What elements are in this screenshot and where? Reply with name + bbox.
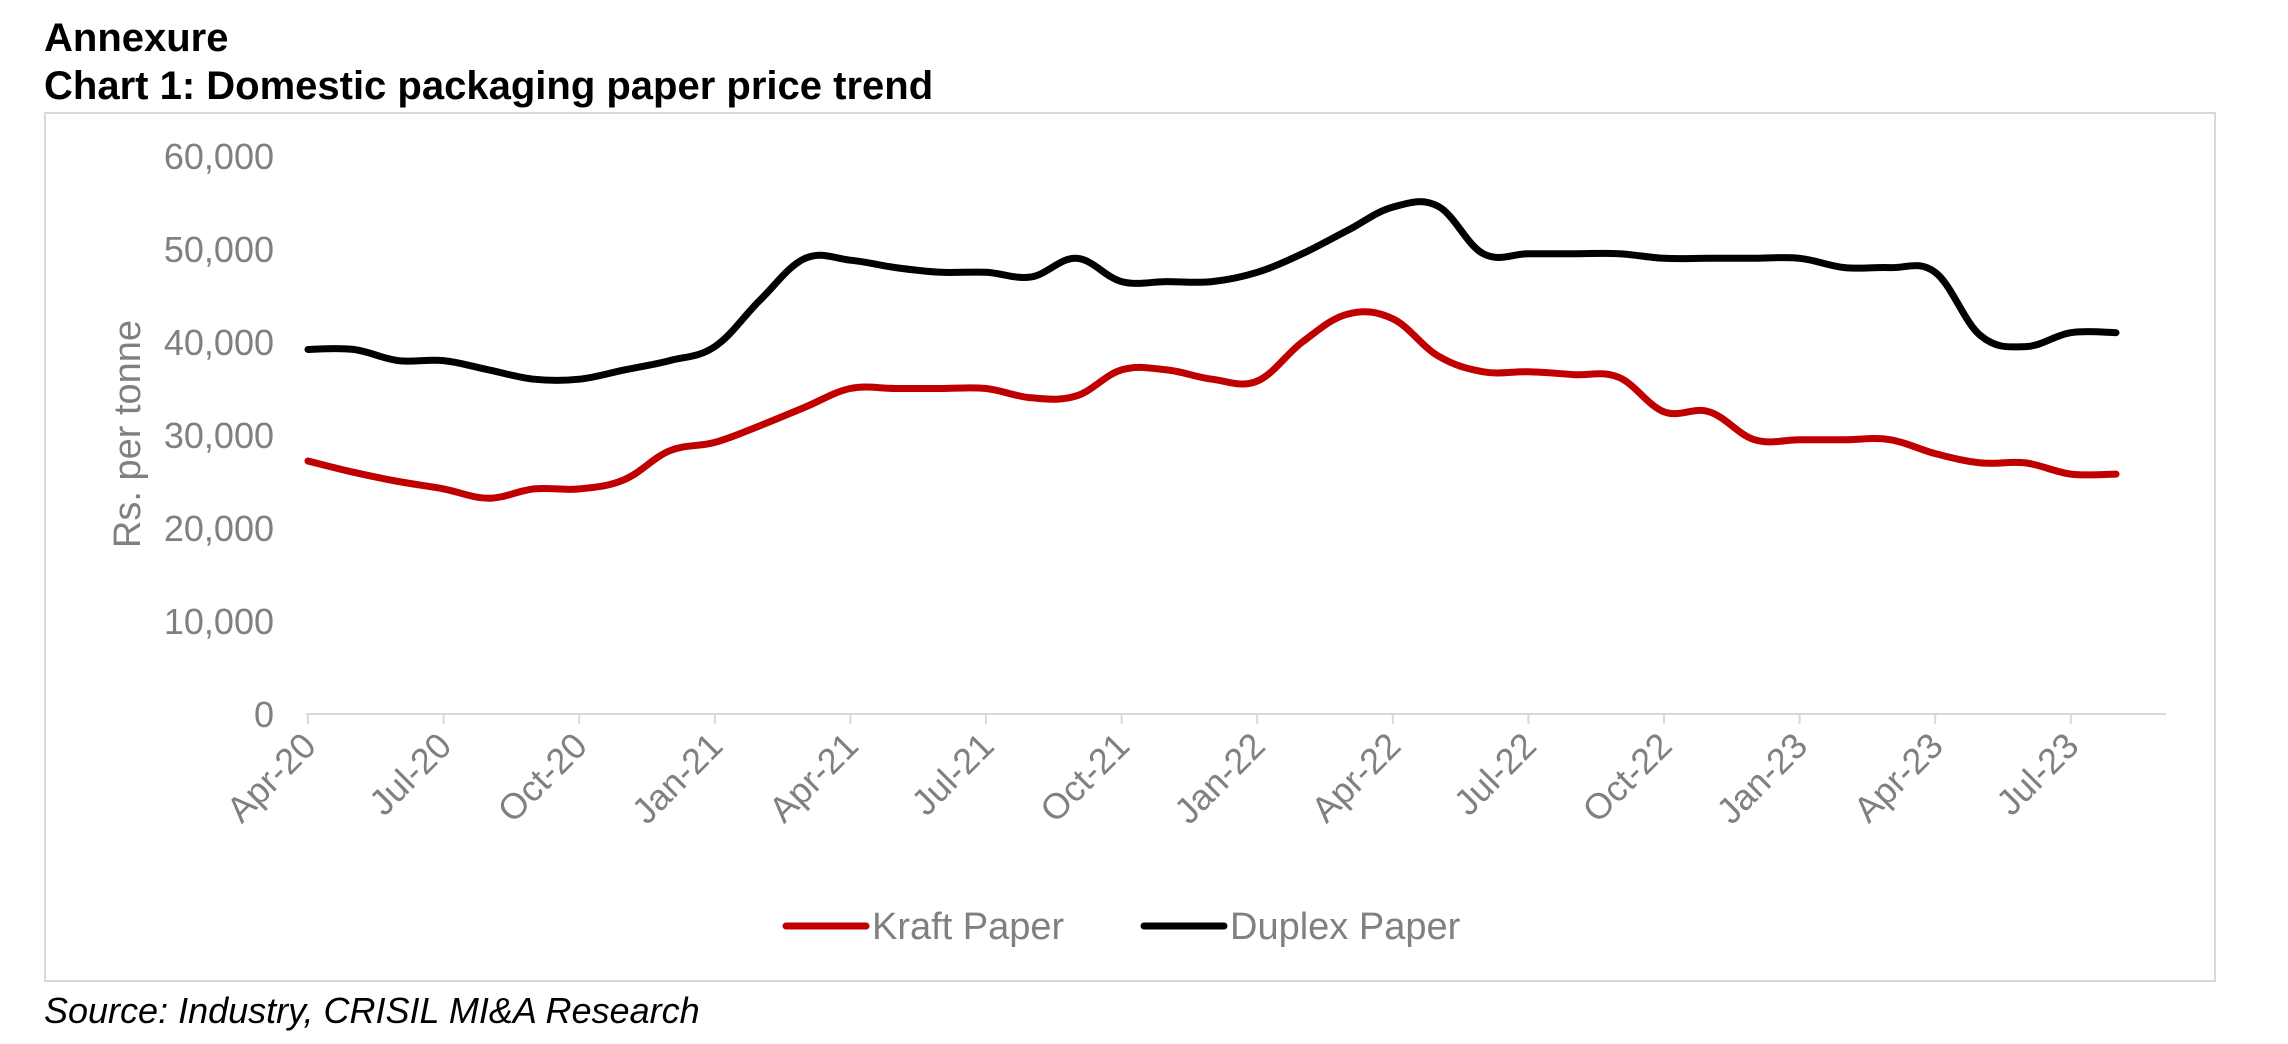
legend-label: Kraft Paper bbox=[872, 906, 1065, 948]
source-note: Source: Industry, CRISIL MI&A Research bbox=[44, 990, 700, 1031]
x-tick-label: Apr-20 bbox=[218, 725, 323, 830]
duplex-paper-line bbox=[304, 198, 2120, 384]
x-tick-label: Jul-22 bbox=[1446, 725, 1544, 823]
x-tick-label: Jul-20 bbox=[361, 725, 459, 823]
line-chart: 0 10,000 20,000 30,000 40,000 50,000 60,000 Ap… bbox=[107, 136, 2166, 948]
x-tick-label: Apr-22 bbox=[1303, 725, 1408, 830]
y-tick-label: 0 bbox=[254, 694, 274, 735]
y-tick-label: 50,000 bbox=[164, 229, 274, 270]
y-tick-label: 10,000 bbox=[164, 601, 274, 642]
chart-title: Chart 1: Domestic packaging paper price … bbox=[44, 64, 934, 108]
legend-label: Duplex Paper bbox=[1230, 906, 1461, 948]
x-tick-label: Jan-23 bbox=[1708, 725, 1815, 832]
legend: Kraft Paper Duplex Paper bbox=[782, 906, 1461, 948]
chart-frame: 0 10,000 20,000 30,000 40,000 50,000 60,000 Ap… bbox=[44, 112, 2216, 982]
kraft-paper-line bbox=[304, 308, 2120, 502]
x-tick-label: Oct-21 bbox=[1032, 725, 1137, 830]
y-axis-label: Rs. per tonne bbox=[107, 320, 149, 548]
x-tick-label: Apr-23 bbox=[1845, 725, 1950, 830]
x-tick-label: Jan-21 bbox=[624, 725, 731, 832]
x-tick-label: Jul-23 bbox=[1988, 725, 2086, 823]
x-tick-label: Jul-21 bbox=[903, 725, 1001, 823]
x-tick-label: Oct-22 bbox=[1574, 725, 1679, 830]
y-tick-label: 20,000 bbox=[164, 508, 274, 549]
y-tick-label: 40,000 bbox=[164, 322, 274, 363]
x-tick-label: Jan-22 bbox=[1166, 725, 1273, 832]
y-tick-label: 60,000 bbox=[164, 136, 274, 177]
y-tick-label: 30,000 bbox=[164, 415, 274, 456]
annexure-heading: Annexure bbox=[44, 16, 229, 60]
x-tick-label: Apr-21 bbox=[761, 725, 866, 830]
x-tick-label: Oct-20 bbox=[489, 725, 594, 830]
